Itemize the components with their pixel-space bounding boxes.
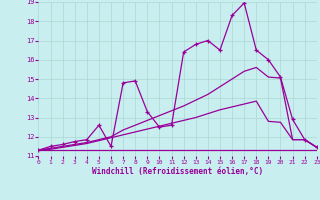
X-axis label: Windchill (Refroidissement éolien,°C): Windchill (Refroidissement éolien,°C) <box>92 167 263 176</box>
